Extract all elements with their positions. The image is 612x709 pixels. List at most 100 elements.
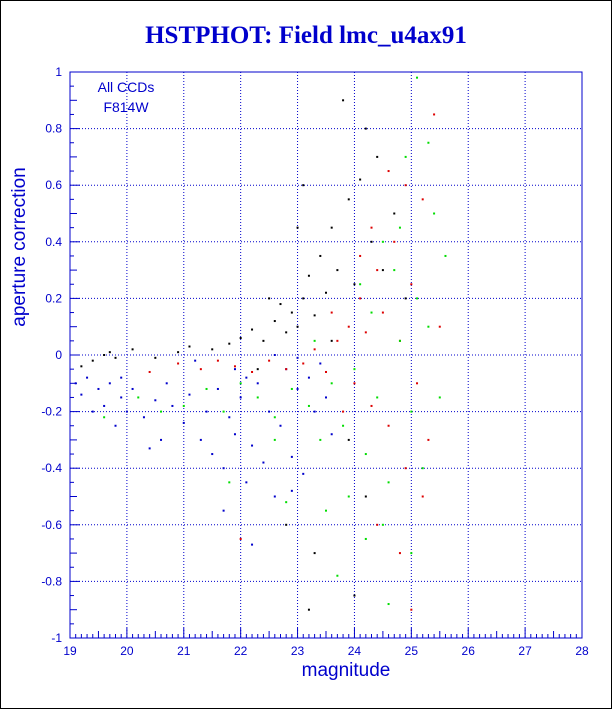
data-point	[268, 359, 271, 362]
data-point	[313, 552, 316, 555]
data-point	[421, 467, 424, 470]
data-point	[296, 356, 299, 359]
data-point	[330, 339, 333, 342]
data-point	[216, 387, 219, 390]
data-point	[325, 370, 327, 373]
grid	[70, 72, 582, 638]
data-point	[188, 393, 191, 396]
data-point	[398, 552, 401, 555]
data-point	[359, 297, 362, 300]
data-point	[91, 410, 94, 413]
x-tick-label: 23	[291, 644, 305, 658]
data-point	[80, 393, 83, 396]
data-point	[336, 339, 339, 342]
data-point	[233, 365, 236, 368]
data-point	[228, 342, 231, 345]
data-point	[268, 297, 271, 300]
data-point	[160, 438, 163, 441]
data-point	[336, 574, 339, 577]
data-point	[296, 387, 299, 390]
data-point	[296, 226, 299, 229]
data-point	[381, 311, 384, 314]
data-point	[154, 356, 157, 359]
x-tick-label: 19	[63, 644, 77, 658]
data-point	[120, 376, 123, 379]
x-tick-label: 27	[518, 644, 532, 658]
data-point	[319, 362, 322, 365]
annotation-filter: F814W	[103, 99, 149, 115]
data-point	[279, 424, 282, 427]
data-point	[222, 467, 225, 470]
data-point	[182, 404, 185, 407]
y-tick-label: -0.2	[41, 405, 62, 419]
data-point	[330, 311, 333, 314]
data-point	[302, 297, 305, 300]
y-tick-label: 0.4	[45, 235, 62, 249]
data-point	[86, 376, 89, 379]
data-point	[438, 325, 441, 328]
data-point	[273, 495, 276, 498]
x-tick-label: 21	[177, 644, 191, 658]
data-point	[416, 297, 419, 300]
data-point	[285, 501, 288, 504]
data-point	[103, 416, 106, 419]
y-tick-label: 1	[55, 65, 62, 79]
x-tick-label: 22	[234, 644, 248, 658]
y-tick-label: -0.8	[41, 574, 62, 588]
chart-title: HSTPHOT: Field lmc_u4ax91	[145, 22, 467, 49]
data-point	[239, 337, 242, 340]
y-axis-label: aperture correction	[9, 167, 30, 326]
data-point	[398, 226, 401, 229]
data-point	[421, 495, 424, 498]
data-point	[364, 495, 367, 498]
data-point	[347, 325, 350, 328]
data-point	[216, 359, 219, 362]
data-point	[74, 382, 77, 385]
data-point	[307, 376, 310, 379]
data-point	[91, 359, 94, 362]
data-point	[233, 368, 236, 371]
data-point	[393, 269, 396, 272]
y-tick-label: -0.4	[41, 461, 62, 475]
data-point	[347, 198, 350, 201]
data-point	[251, 370, 254, 373]
x-tick-label: 24	[348, 644, 362, 658]
data-point	[273, 438, 276, 441]
data-point	[256, 382, 259, 385]
data-point	[256, 368, 259, 371]
data-point	[114, 356, 117, 359]
data-point	[205, 410, 208, 413]
data-point	[353, 283, 356, 286]
data-point	[370, 311, 373, 314]
data-point	[307, 608, 310, 611]
data-point	[228, 416, 231, 419]
data-point	[290, 455, 293, 458]
data-point	[222, 509, 225, 512]
data-point	[160, 410, 163, 413]
data-point	[302, 362, 305, 365]
data-point	[410, 283, 413, 286]
data-point	[194, 359, 197, 362]
data-point	[177, 351, 180, 354]
data-point	[387, 603, 390, 606]
data-point	[279, 303, 282, 306]
y-tick-label: 0.8	[45, 122, 62, 136]
data-point	[325, 291, 327, 294]
data-point	[108, 351, 111, 354]
y-tick-label: 0.2	[45, 291, 62, 305]
data-point	[285, 523, 288, 526]
data-point	[154, 399, 157, 402]
data-point	[211, 348, 214, 351]
data-point	[381, 269, 384, 272]
data-point	[444, 254, 447, 257]
data-point	[199, 368, 202, 371]
data-point	[330, 382, 333, 385]
data-point	[325, 509, 327, 512]
data-point	[410, 410, 413, 413]
data-point	[347, 438, 350, 441]
data-point	[393, 240, 396, 243]
data-point	[302, 472, 305, 475]
x-tick-label: 20	[120, 644, 134, 658]
data-point	[376, 155, 379, 158]
